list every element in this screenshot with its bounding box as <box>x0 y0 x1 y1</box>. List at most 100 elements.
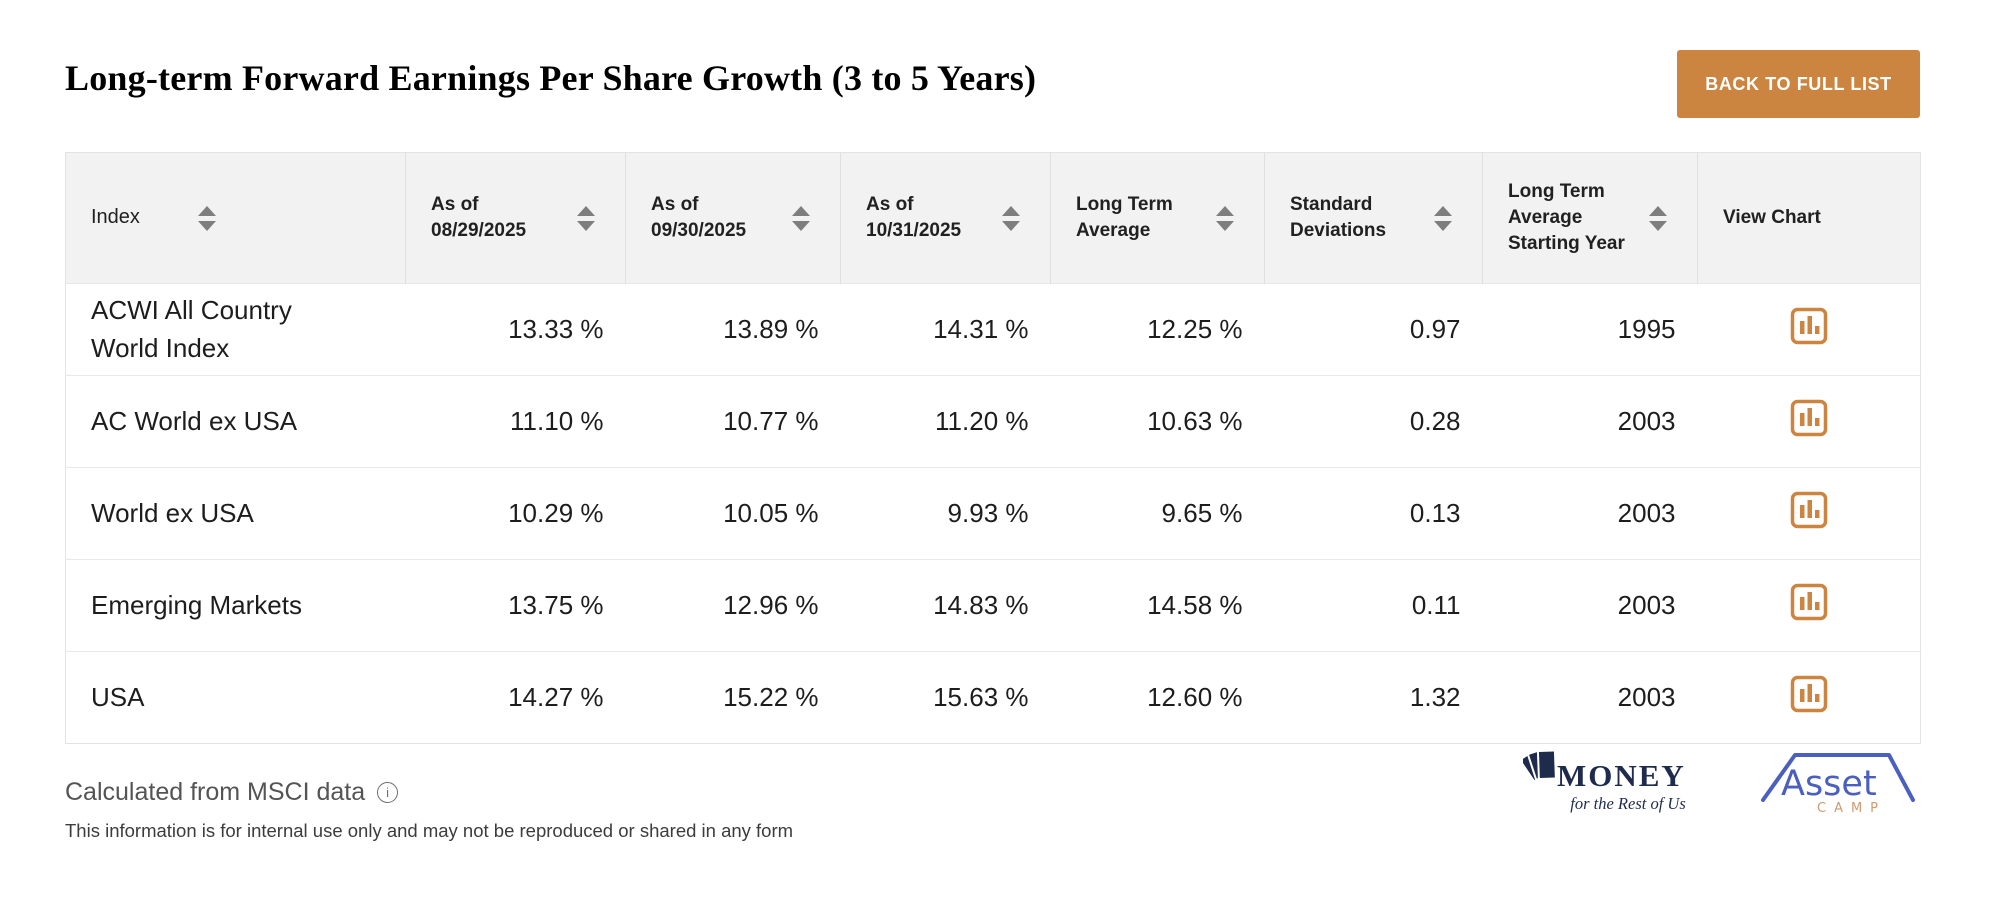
back-to-full-list-button[interactable]: BACK TO FULL LIST <box>1677 50 1920 118</box>
view-chart-cell <box>1697 467 1921 560</box>
value-cell: 13.89 % <box>625 283 841 376</box>
value-cell: 2003 <box>1482 375 1698 468</box>
sort-up-arrow-icon <box>1002 205 1020 216</box>
money-for-the-rest-of-us-logo: MONEY for the Rest of Us <box>1523 747 1686 813</box>
sort-icon[interactable] <box>577 205 595 231</box>
value-cell: 9.65 % <box>1050 467 1265 560</box>
column-header-as-of-10-31-2025[interactable]: As of 10/31/2025 <box>840 152 1051 284</box>
value-cell: 12.60 % <box>1050 651 1265 744</box>
value-cell: 14.83 % <box>840 559 1051 652</box>
source-note: Calculated from MSCI data i <box>65 778 399 807</box>
table-header-row: Index As of 08/29/2025 As of 09/30/2025 <box>65 152 1921 284</box>
column-header-label: Index <box>91 206 140 229</box>
money-logo-word: MONEY <box>1557 758 1686 793</box>
column-header-long-term-average[interactable]: Long Term Average <box>1050 152 1265 284</box>
column-header-label: View Chart <box>1723 206 1821 228</box>
view-chart-button[interactable] <box>1789 674 1829 714</box>
view-chart-button[interactable] <box>1789 582 1829 622</box>
bar-chart-icon <box>1790 491 1827 529</box>
column-header-label: As of 10/31/2025 <box>866 193 962 241</box>
index-name-cell: USA <box>65 651 406 744</box>
value-cell: 13.75 % <box>405 559 626 652</box>
source-note-text: Calculated from MSCI data <box>65 778 366 806</box>
value-cell: 1995 <box>1482 283 1698 376</box>
sort-icon[interactable] <box>1649 205 1667 231</box>
sort-icon[interactable] <box>197 205 216 231</box>
index-name-cell: ACWI All Country World Index <box>65 283 406 376</box>
column-header-as-of-09-30-2025[interactable]: As of 09/30/2025 <box>625 152 841 284</box>
value-cell: 15.63 % <box>840 651 1051 744</box>
column-header-label: Long Term Average Starting Year <box>1508 180 1625 255</box>
value-cell: 11.10 % <box>405 375 626 468</box>
value-cell: 14.27 % <box>405 651 626 744</box>
sort-down-arrow-icon <box>1002 220 1020 231</box>
value-cell: 2003 <box>1482 651 1698 744</box>
view-chart-button[interactable] <box>1789 398 1829 438</box>
column-header-long-term-average-starting-year[interactable]: Long Term Average Starting Year <box>1482 152 1698 284</box>
sort-up-arrow-icon <box>1434 205 1452 216</box>
value-cell: 15.22 % <box>625 651 841 744</box>
sort-icon[interactable] <box>1434 205 1452 231</box>
value-cell: 0.28 <box>1264 375 1483 468</box>
view-chart-cell <box>1697 651 1921 744</box>
index-name-cell: Emerging Markets <box>65 559 406 652</box>
table-row: World ex USA 10.29 % 10.05 % 9.93 % 9.65… <box>65 467 1921 560</box>
value-cell: 1.32 <box>1264 651 1483 744</box>
column-header-as-of-08-29-2025[interactable]: As of 08/29/2025 <box>405 152 626 284</box>
view-chart-cell <box>1697 283 1921 376</box>
sort-icon[interactable] <box>1002 205 1020 231</box>
assetcamp-logo-sub: CAMP <box>1817 801 1886 816</box>
value-cell: 9.93 % <box>840 467 1051 560</box>
value-cell: 10.29 % <box>405 467 626 560</box>
column-header-standard-deviations[interactable]: Standard Deviations <box>1264 152 1483 284</box>
assetcamp-tent-shape <box>1761 753 1915 802</box>
value-cell: 10.63 % <box>1050 375 1265 468</box>
money-fan-icon <box>1523 747 1557 783</box>
value-cell: 10.77 % <box>625 375 841 468</box>
sort-up-arrow-icon <box>197 205 216 216</box>
column-header-label: As of 09/30/2025 <box>651 193 747 241</box>
sort-icon[interactable] <box>1216 205 1234 231</box>
table-row: Emerging Markets 13.75 % 12.96 % 14.83 %… <box>65 559 1921 652</box>
value-cell: 12.25 % <box>1050 283 1265 376</box>
sort-down-arrow-icon <box>1649 220 1667 231</box>
value-cell: 14.31 % <box>840 283 1051 376</box>
bar-chart-icon <box>1790 307 1827 345</box>
table-row: ACWI All Country World Index 13.33 % 13.… <box>65 283 1921 376</box>
value-cell: 10.05 % <box>625 467 841 560</box>
column-header-label: Long Term Average <box>1076 193 1173 241</box>
sort-down-arrow-icon <box>792 220 810 231</box>
value-cell: 0.13 <box>1264 467 1483 560</box>
column-header-view-chart: View Chart <box>1697 152 1921 284</box>
view-chart-button[interactable] <box>1789 306 1829 346</box>
table-row: AC World ex USA 11.10 % 10.77 % 11.20 % … <box>65 375 1921 468</box>
index-name-cell: World ex USA <box>65 467 406 560</box>
sort-icon[interactable] <box>792 205 810 231</box>
sort-up-arrow-icon <box>792 205 810 216</box>
value-cell: 0.11 <box>1264 559 1483 652</box>
bar-chart-icon <box>1790 583 1827 621</box>
column-header-index[interactable]: Index <box>65 152 406 284</box>
bar-chart-icon <box>1790 675 1827 713</box>
value-cell: 2003 <box>1482 467 1698 560</box>
table-row: USA 14.27 % 15.22 % 15.63 % 12.60 % 1.32… <box>65 651 1921 744</box>
bar-chart-icon <box>1790 399 1827 437</box>
page-title: Long-term Forward Earnings Per Share Gro… <box>65 58 1037 98</box>
view-chart-button[interactable] <box>1789 490 1829 530</box>
sort-down-arrow-icon <box>1216 220 1234 231</box>
value-cell: 11.20 % <box>840 375 1051 468</box>
money-logo-tagline: for the Rest of Us <box>1570 794 1686 813</box>
value-cell: 2003 <box>1482 559 1698 652</box>
value-cell: 0.97 <box>1264 283 1483 376</box>
column-header-label: Standard Deviations <box>1290 193 1387 241</box>
info-icon[interactable]: i <box>377 782 399 803</box>
value-cell: 13.33 % <box>405 283 626 376</box>
assetcamp-logo-word: Asset <box>1781 764 1877 804</box>
sort-down-arrow-icon <box>197 220 216 231</box>
assetcamp-logo: Asset CAMP <box>1761 753 1915 816</box>
view-chart-cell <box>1697 375 1921 468</box>
sort-down-arrow-icon <box>577 220 595 231</box>
index-name-cell: AC World ex USA <box>65 375 406 468</box>
sort-down-arrow-icon <box>1434 220 1452 231</box>
